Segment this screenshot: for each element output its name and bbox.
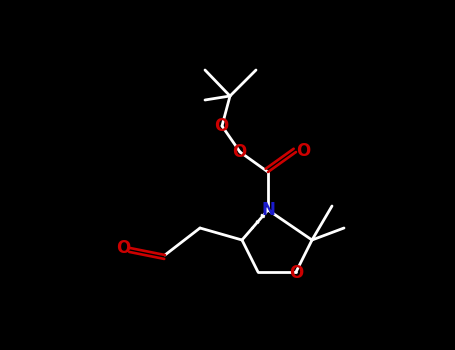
Text: O: O — [296, 142, 310, 160]
Text: N: N — [261, 201, 275, 219]
Text: O: O — [232, 143, 246, 161]
Text: O: O — [289, 264, 303, 282]
Text: O: O — [214, 117, 228, 135]
Text: O: O — [116, 239, 130, 257]
